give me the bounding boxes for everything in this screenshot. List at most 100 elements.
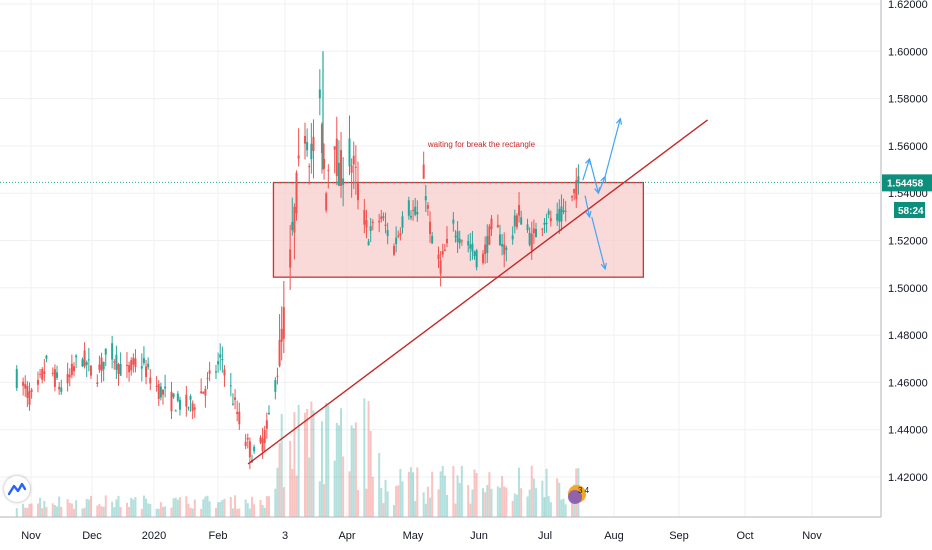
candle-body <box>556 213 559 221</box>
candle-body <box>424 196 427 201</box>
candle-body <box>526 224 529 231</box>
volume-bar <box>89 495 92 517</box>
volume-bar <box>60 506 63 517</box>
volume-bar <box>204 496 207 517</box>
volume-bar <box>170 507 173 517</box>
volume-bar <box>85 498 88 517</box>
candle-body <box>318 89 321 99</box>
candle-body <box>310 143 313 160</box>
arrow-shaft <box>604 118 621 177</box>
candle-body <box>100 357 103 372</box>
candle-body <box>261 438 264 452</box>
candle-body <box>68 374 71 378</box>
volume-bar <box>119 506 122 517</box>
candle-body <box>490 218 493 230</box>
volume-bar <box>393 504 396 517</box>
candle-body <box>111 343 114 360</box>
candle-body <box>518 205 521 216</box>
candle-body <box>513 215 516 227</box>
volume-bar <box>291 469 294 517</box>
candle-body <box>87 359 90 361</box>
volume-bar <box>306 408 309 517</box>
arrow-head <box>615 117 623 125</box>
candle-body <box>98 364 101 370</box>
x-tick-label: 2020 <box>142 530 166 542</box>
volume-bar <box>356 490 359 517</box>
volume-bar <box>488 472 491 517</box>
tradingview-logo-icon[interactable] <box>4 476 30 502</box>
event-badge[interactable]: 3 4 <box>568 485 590 504</box>
volume-bar <box>117 495 120 517</box>
volume-bar <box>191 508 194 517</box>
candle-body <box>303 135 306 144</box>
volume-bar <box>81 508 84 517</box>
volume-bar <box>363 398 366 517</box>
volume-bar <box>293 412 296 517</box>
candle-body <box>51 372 54 374</box>
candle-body <box>501 244 504 247</box>
candle-body <box>348 138 351 167</box>
candle-body <box>104 348 107 355</box>
candle-body <box>530 233 533 251</box>
volume-bar <box>303 412 306 517</box>
candle-body <box>520 217 523 225</box>
candle-body <box>437 254 440 260</box>
candle-body <box>253 446 256 452</box>
volume-bar <box>380 488 383 517</box>
volume-bar <box>535 488 538 517</box>
candle-body <box>36 379 39 385</box>
volume-bar <box>231 508 234 517</box>
candle-body <box>58 386 61 390</box>
volume-bar <box>335 422 338 517</box>
candle-body <box>75 355 78 358</box>
volume-bar <box>458 483 461 517</box>
volume-bar <box>189 507 192 517</box>
volume-bar <box>501 476 504 517</box>
candle-body <box>365 220 368 228</box>
volume-bar <box>486 485 489 517</box>
candle-body <box>60 387 63 392</box>
candle-body <box>70 363 73 376</box>
volume-bar <box>424 503 427 517</box>
volume-bar <box>30 503 33 517</box>
volume-bar <box>354 422 357 517</box>
volume-bar <box>475 472 478 517</box>
volume-bar <box>518 467 521 517</box>
volume-bar <box>549 502 552 517</box>
volume-bar <box>295 475 298 517</box>
volume-bar <box>437 489 440 517</box>
candle-body <box>475 250 478 268</box>
y-tick-label: 1.48000 <box>888 330 928 342</box>
candle-body <box>356 181 359 201</box>
projection-arrows[interactable] <box>582 117 623 271</box>
candle-body <box>456 231 459 243</box>
x-tick-label: May <box>403 530 424 542</box>
volume-bar <box>159 502 162 517</box>
volume-bar <box>261 504 264 517</box>
candle-body <box>278 339 281 366</box>
volume-bar <box>367 401 370 517</box>
volume-bar <box>460 465 463 517</box>
volume-bar <box>365 488 368 517</box>
candle-body <box>149 377 152 384</box>
arrow-shaft <box>591 216 606 270</box>
candle-body <box>176 393 179 401</box>
volume-bar <box>100 506 103 517</box>
volume-bar <box>130 497 133 517</box>
candle-body <box>352 155 355 165</box>
volume-bar <box>22 503 25 517</box>
annotation-text[interactable]: waiting for break the rectangle <box>427 140 536 149</box>
volume-bar <box>422 492 425 517</box>
candle-body <box>72 366 75 372</box>
volume-bar <box>547 496 550 517</box>
candle-body <box>142 358 145 364</box>
volume-bar <box>560 499 563 517</box>
candle-body <box>443 249 446 251</box>
volume-bar <box>280 414 283 517</box>
candle-body <box>308 166 311 168</box>
range-rectangle[interactable] <box>272 181 645 278</box>
volume-bar <box>352 428 355 517</box>
trendline[interactable] <box>247 119 709 465</box>
volume-bar <box>132 499 135 517</box>
